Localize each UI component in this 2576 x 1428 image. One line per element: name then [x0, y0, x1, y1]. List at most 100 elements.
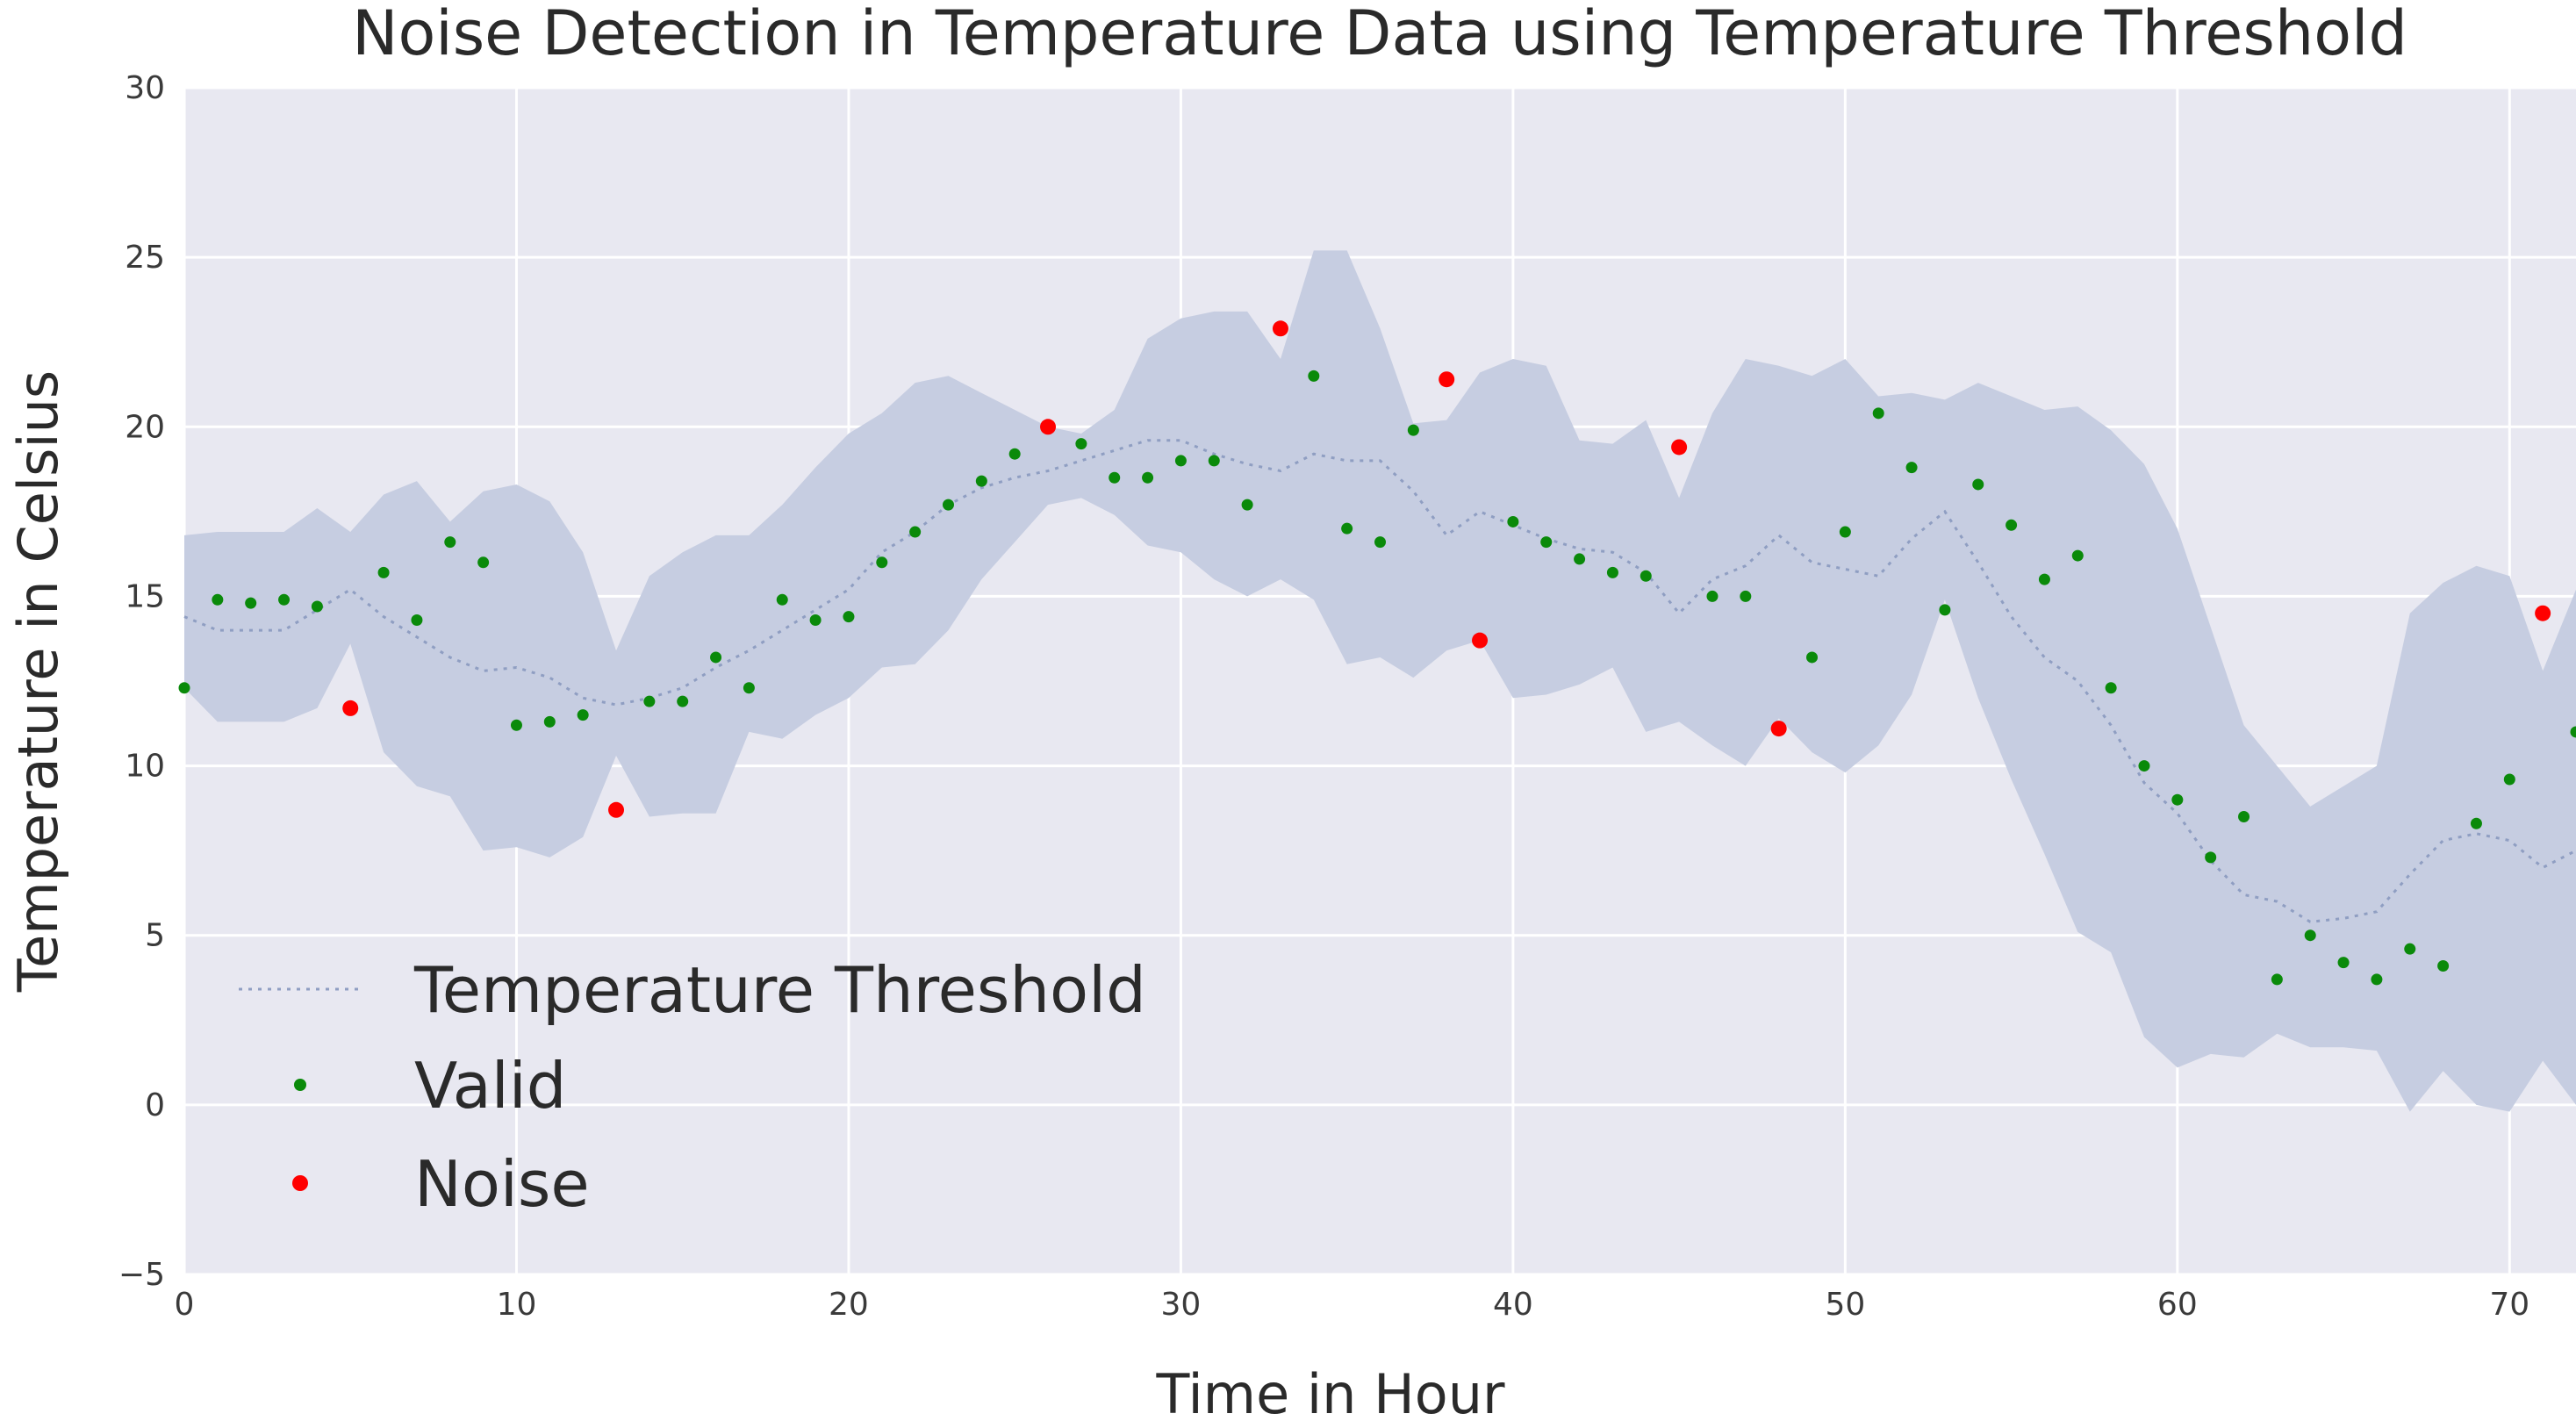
y-tick-label: 10: [125, 749, 165, 785]
valid-point: [1008, 448, 1021, 460]
valid-point: [1142, 471, 1154, 484]
legend: Temperature Threshold Valid Noise: [239, 953, 1146, 1221]
y-tick-label: −5: [118, 1257, 165, 1293]
valid-point: [2337, 957, 2350, 969]
valid-point: [1606, 566, 1618, 578]
valid-point: [2503, 773, 2515, 786]
valid-point: [2006, 519, 2018, 531]
valid-point: [2470, 817, 2482, 829]
noise-point: [1040, 419, 1057, 435]
valid-point: [909, 526, 922, 538]
chart-title: Noise Detection in Temperature Data usin…: [352, 0, 2407, 69]
valid-point: [1374, 536, 1386, 549]
noise-point: [608, 801, 625, 818]
x-tick-label: 20: [829, 1287, 869, 1323]
valid-point: [710, 651, 722, 664]
valid-point: [1872, 407, 1884, 420]
y-tick-label: 0: [145, 1087, 165, 1123]
y-tick-label: 30: [125, 70, 165, 106]
valid-point: [2404, 943, 2416, 955]
valid-point: [2171, 793, 2184, 806]
valid-point: [1806, 651, 1819, 664]
valid-point: [1507, 515, 1519, 527]
valid-point: [411, 614, 423, 626]
valid-point: [1540, 536, 1553, 549]
valid-point: [1075, 438, 1087, 450]
valid-point: [2238, 811, 2250, 823]
valid-point: [1208, 455, 1220, 467]
noise-point: [1671, 439, 1688, 456]
x-axis-label: Time in Hour: [1155, 1362, 1505, 1426]
valid-point: [311, 600, 323, 613]
valid-point: [1939, 604, 1951, 616]
y-tick-labels: −5 0 5 10 15 20 25 30: [118, 70, 165, 1293]
valid-point: [178, 682, 190, 694]
valid-point: [1574, 553, 1586, 565]
valid-point: [577, 709, 589, 721]
valid-point: [1241, 499, 1253, 511]
valid-point: [2304, 929, 2316, 942]
valid-point: [1839, 526, 1851, 538]
data-points: [178, 320, 2576, 986]
valid-point: [843, 611, 855, 623]
valid-point: [2138, 760, 2150, 772]
y-tick-label: 15: [125, 578, 165, 614]
valid-point: [1706, 590, 1719, 602]
legend-noise-label: Noise: [414, 1147, 590, 1221]
noise-point: [2535, 605, 2551, 621]
legend-threshold-label: Temperature Threshold: [413, 953, 1146, 1027]
y-tick-label: 25: [125, 240, 165, 276]
y-tick-label: 20: [125, 409, 165, 445]
x-tick-label: 10: [497, 1287, 537, 1323]
valid-point: [2271, 973, 2283, 986]
noise-point: [1472, 632, 1489, 649]
y-axis-label: Temperature in Celsius: [6, 370, 70, 993]
legend-valid-swatch: [294, 1079, 306, 1091]
valid-point: [809, 614, 822, 626]
valid-point: [477, 556, 490, 569]
valid-point: [643, 695, 656, 707]
x-tick-label: 30: [1161, 1287, 1202, 1323]
x-tick-label: 70: [2489, 1287, 2529, 1323]
valid-point: [2038, 573, 2050, 585]
valid-point: [543, 715, 556, 728]
noise-point: [342, 700, 359, 716]
x-tick-label: 50: [1825, 1287, 1865, 1323]
valid-point: [212, 593, 224, 606]
valid-point: [942, 499, 954, 511]
valid-point: [444, 536, 456, 549]
valid-point: [677, 695, 689, 707]
threshold-line: [183, 439, 2576, 923]
valid-point: [2437, 959, 2450, 972]
valid-point: [1308, 370, 1320, 382]
valid-point: [1972, 478, 1984, 491]
valid-point: [1407, 424, 1419, 436]
legend-valid-label: Valid: [414, 1049, 567, 1123]
noise-point: [1272, 320, 1288, 337]
threshold-band: [184, 250, 2576, 1112]
y-tick-label: 5: [145, 918, 165, 954]
x-tick-label: 60: [2157, 1287, 2198, 1323]
valid-point: [876, 556, 888, 569]
x-tick-label: 40: [1493, 1287, 1533, 1323]
valid-point: [776, 593, 788, 606]
valid-point: [1174, 455, 1187, 467]
valid-point: [2071, 549, 2084, 562]
valid-point: [2105, 682, 2117, 694]
valid-point: [1640, 570, 1652, 582]
noise-point: [1439, 371, 1455, 388]
valid-point: [2570, 726, 2576, 738]
valid-point: [377, 566, 390, 578]
valid-point: [2371, 973, 2383, 986]
valid-point: [1109, 471, 1121, 484]
valid-point: [2205, 851, 2217, 864]
valid-point: [1341, 522, 1353, 535]
x-tick-labels: 0 10 20 30 40 50 60 70: [175, 1287, 2530, 1323]
x-tick-label: 0: [175, 1287, 195, 1323]
valid-point: [1905, 462, 1918, 474]
valid-point: [245, 597, 257, 609]
valid-point: [975, 475, 987, 487]
legend-noise-swatch: [292, 1175, 308, 1191]
noise-point: [1770, 721, 1787, 737]
